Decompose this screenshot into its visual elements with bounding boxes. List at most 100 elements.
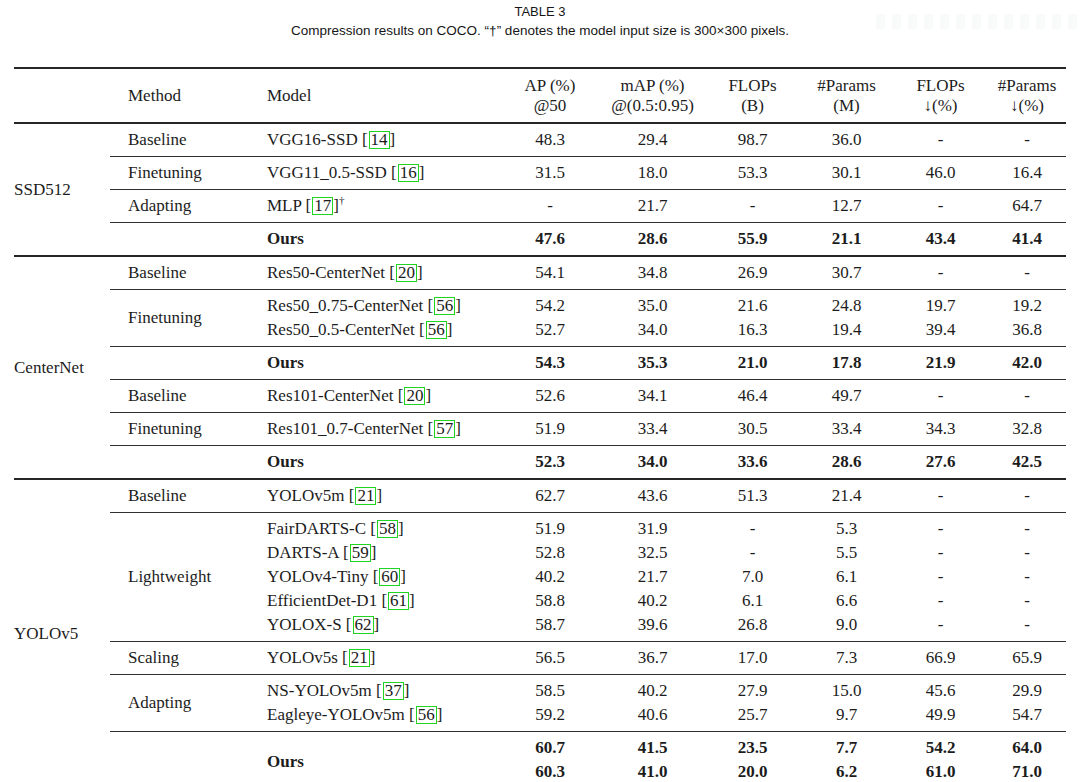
cell-value: 53.3 xyxy=(705,157,800,190)
cell-value: 43.4 xyxy=(893,223,988,257)
citation-link[interactable]: 59 xyxy=(350,544,371,562)
model-name: Res101_0.7-CenterNet xyxy=(267,419,423,438)
cell-value: 52.3 xyxy=(500,446,600,480)
cell-value: 52.7 xyxy=(500,318,600,347)
cell-value: 30.7 xyxy=(800,256,893,290)
table-row: Ours54.335.321.017.821.942.0 xyxy=(14,347,1066,380)
citation-link[interactable]: 20 xyxy=(404,387,425,405)
citation-link[interactable]: 14 xyxy=(369,131,390,149)
model-name: Eagleye-YOLOv5m xyxy=(267,705,405,724)
citation-link[interactable]: 57 xyxy=(434,420,455,438)
model-cell: Res50_0.5-CenterNet [56] xyxy=(263,318,500,347)
col-header-flops-b: FLOPs(B) xyxy=(705,69,800,123)
col-header-label: FLOPs xyxy=(705,76,800,96)
citation-close-bracket: ] xyxy=(370,648,376,667)
table-row: Ours60.741.523.57.754.264.0 xyxy=(14,732,1066,761)
model-cell: Ours xyxy=(263,732,500,782)
group-label: SSD512 xyxy=(14,123,110,256)
citation-link[interactable]: 58 xyxy=(377,520,398,538)
cell-value: 54.2 xyxy=(500,290,600,319)
model-cell: FairDARTS-C [58] xyxy=(263,513,500,542)
citation-link[interactable]: 21 xyxy=(355,487,376,505)
cell-value: 59.2 xyxy=(500,703,600,732)
citation-link[interactable]: 56 xyxy=(434,297,455,315)
cell-value: 5.3 xyxy=(800,513,893,542)
citation-link[interactable]: 21 xyxy=(349,649,370,667)
col-header-label: FLOPs xyxy=(893,76,988,96)
table-row: FinetuningRes101_0.7-CenterNet [57]51.93… xyxy=(14,413,1066,446)
group-centernet: CenterNetBaselineRes50-CenterNet [20]54.… xyxy=(14,256,1066,479)
method-label: Baseline xyxy=(110,256,263,290)
citation-open-bracket: [ xyxy=(428,419,434,438)
table-header: MethodModelAP (%)@50mAP (%)@(0.5:0.95)FL… xyxy=(14,69,1066,123)
table-row: Ours52.334.033.628.627.642.5 xyxy=(14,446,1066,480)
citation-close-bracket: ] xyxy=(390,130,396,149)
model-name: FairDARTS-C xyxy=(267,519,366,538)
citation-close-bracket: ] xyxy=(398,519,404,538)
citation-open-bracket: [ xyxy=(346,615,352,634)
citation-link[interactable]: 37 xyxy=(383,682,404,700)
scan-artifact-bar xyxy=(1052,14,1061,29)
cell-value: 25.7 xyxy=(705,703,800,732)
paper-page: TABLE 3 Compression results on COCO. “†”… xyxy=(0,0,1080,782)
cell-value: 28.6 xyxy=(600,223,705,257)
col-header-model: Model xyxy=(263,69,500,123)
model-cell: MLP [17]† xyxy=(263,190,500,223)
citation-close-bracket: ] xyxy=(374,615,380,634)
table-row: FinetuningRes50_0.75-CenterNet [56]54.23… xyxy=(14,290,1066,319)
cell-value: 26.9 xyxy=(705,256,800,290)
col-header-sub: ↓(%) xyxy=(988,96,1066,116)
cell-value: 34.0 xyxy=(600,446,705,480)
cell-value: 55.9 xyxy=(705,223,800,257)
cell-value: 66.9 xyxy=(893,642,988,675)
model-cell: Ours xyxy=(263,223,500,257)
citation-link[interactable]: 61 xyxy=(388,592,409,610)
col-header-ap50: AP (%)@50 xyxy=(500,69,600,123)
cell-value: 5.5 xyxy=(800,541,893,565)
cell-value: 21.0 xyxy=(705,347,800,380)
citation-link[interactable]: 16 xyxy=(398,164,419,182)
cell-value: 33.4 xyxy=(800,413,893,446)
cell-value: 41.4 xyxy=(988,223,1066,257)
cell-value: - xyxy=(705,513,800,542)
model-cell: NS-YOLOv5m [37] xyxy=(263,675,500,704)
cell-value: 21.1 xyxy=(800,223,893,257)
cell-value: - xyxy=(988,256,1066,290)
cell-value: 29.9 xyxy=(988,675,1066,704)
method-label: Finetuning xyxy=(110,157,263,190)
citation-open-bracket: [ xyxy=(391,163,397,182)
citation-link[interactable]: 56 xyxy=(416,706,437,724)
cell-value: 48.3 xyxy=(500,123,600,157)
col-header-map: mAP (%)@(0.5:0.95) xyxy=(600,69,705,123)
citation-link[interactable]: 56 xyxy=(426,321,447,339)
cell-value: 60.3 xyxy=(500,760,600,782)
model-cell: Eagleye-YOLOv5m [56] xyxy=(263,703,500,732)
cell-value: 17.0 xyxy=(705,642,800,675)
cell-value: 31.5 xyxy=(500,157,600,190)
model-name: Ours xyxy=(267,452,304,471)
table-row: BaselineRes101-CenterNet [20]52.634.146.… xyxy=(14,380,1066,413)
cell-value: 41.5 xyxy=(600,732,705,761)
cell-value: 52.8 xyxy=(500,541,600,565)
model-cell: YOLOv5s [21] xyxy=(263,642,500,675)
cell-value: 17.8 xyxy=(800,347,893,380)
cell-value: 54.7 xyxy=(988,703,1066,732)
model-name: YOLOv5m xyxy=(267,486,344,505)
citation-open-bracket: [ xyxy=(373,567,379,586)
citation-close-bracket: ] xyxy=(447,320,453,339)
cell-value: 36.7 xyxy=(600,642,705,675)
scan-artifact-bar xyxy=(924,14,933,29)
method-label: Scaling xyxy=(110,642,263,675)
citation-open-bracket: [ xyxy=(376,681,382,700)
method-label: Baseline xyxy=(110,380,263,413)
citation-link[interactable]: 17 xyxy=(312,197,333,215)
cell-value: 31.9 xyxy=(600,513,705,542)
cell-value: 58.8 xyxy=(500,589,600,613)
citation-link[interactable]: 20 xyxy=(396,264,417,282)
citation-close-bracket: ] xyxy=(455,419,461,438)
citation-open-bracket: [ xyxy=(343,543,349,562)
table-row: ScalingYOLOv5s [21]56.536.717.07.366.965… xyxy=(14,642,1066,675)
cell-value: 18.0 xyxy=(600,157,705,190)
citation-link[interactable]: 60 xyxy=(379,568,400,586)
citation-link[interactable]: 62 xyxy=(353,616,374,634)
